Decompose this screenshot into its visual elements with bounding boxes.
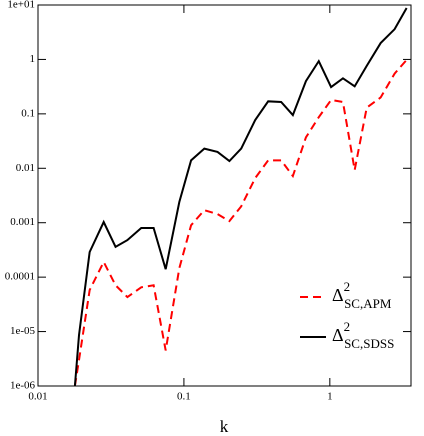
- legend-label: Δ2 SC,APM: [332, 279, 392, 311]
- legend-name: Δ: [332, 325, 344, 345]
- x-axis-label: k: [220, 417, 229, 436]
- legend-subscript: SC,SDSS: [344, 336, 394, 351]
- series-line: [73, 59, 408, 386]
- series-line: [73, 7, 408, 386]
- plot-lines: [73, 7, 408, 386]
- y-tick-label: 0.001: [10, 216, 35, 228]
- legend-label: Δ2 SC,SDSS: [332, 319, 394, 351]
- legend-name: Δ: [332, 285, 344, 305]
- legend-subscript: SC,APM: [344, 296, 392, 311]
- x-tick-label: 0.01: [28, 391, 47, 403]
- y-tick-label: 0.0001: [5, 271, 35, 283]
- x-tick-label: 0.1: [177, 391, 191, 403]
- y-tick-label: 0.1: [21, 107, 35, 119]
- x-tick-label: 1: [327, 391, 333, 403]
- y-tick-label: 0.01: [16, 162, 35, 174]
- y-tick-label: 1: [30, 53, 36, 65]
- legend-superscript: 2: [344, 319, 351, 334]
- plot-frame: [37, 4, 412, 387]
- y-tick-label: 1e+01: [7, 0, 35, 11]
- y-tick-label: 1e-06: [10, 380, 36, 392]
- legend-superscript: 2: [344, 279, 351, 294]
- y-tick-label: 1e-05: [10, 325, 36, 337]
